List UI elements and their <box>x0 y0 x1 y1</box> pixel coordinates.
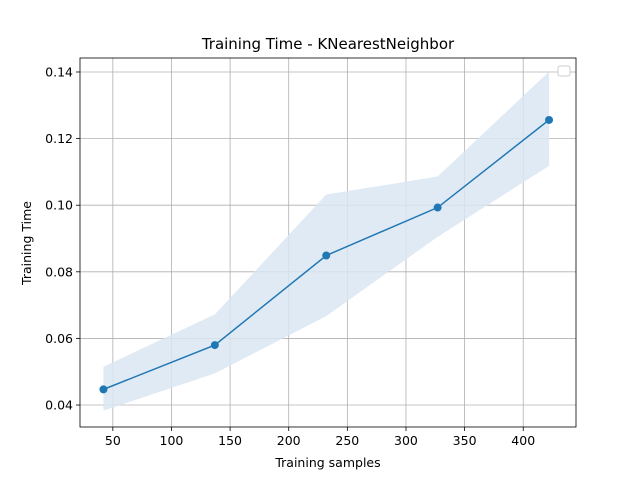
data-point <box>99 385 108 394</box>
y-tick-label: 0.12 <box>45 131 73 146</box>
y-tick-label: 0.14 <box>45 64 73 79</box>
x-tick-label: 50 <box>105 433 121 448</box>
data-point <box>545 115 554 124</box>
plot-area <box>79 57 577 428</box>
y-tick-label: 0.06 <box>45 331 73 346</box>
x-tick-label: 200 <box>277 433 301 448</box>
y-axis: 0.04 0.06 0.08 0.10 0.12 0.14 <box>45 64 80 413</box>
x-tick-label: 100 <box>160 433 184 448</box>
x-axis-label: Training samples <box>274 455 380 470</box>
data-point <box>322 251 331 260</box>
x-tick-label: 150 <box>218 433 242 448</box>
data-point <box>210 341 219 350</box>
chart-title: Training Time - KNearestNeighbor <box>201 35 455 53</box>
x-tick-label: 400 <box>511 433 535 448</box>
legend-box <box>557 65 571 77</box>
std-band <box>103 71 550 411</box>
x-tick-label: 250 <box>335 433 359 448</box>
x-tick-label: 300 <box>394 433 418 448</box>
y-tick-label: 0.08 <box>45 264 73 279</box>
y-tick-label: 0.04 <box>45 398 73 413</box>
plot-frame <box>79 57 577 428</box>
y-tick-label: 0.10 <box>45 198 73 213</box>
x-axis: 50 100 150 200 250 300 350 400 <box>105 427 535 448</box>
x-tick-label: 350 <box>453 433 477 448</box>
y-axis-label: Training Time <box>19 201 34 286</box>
data-point <box>433 203 442 212</box>
